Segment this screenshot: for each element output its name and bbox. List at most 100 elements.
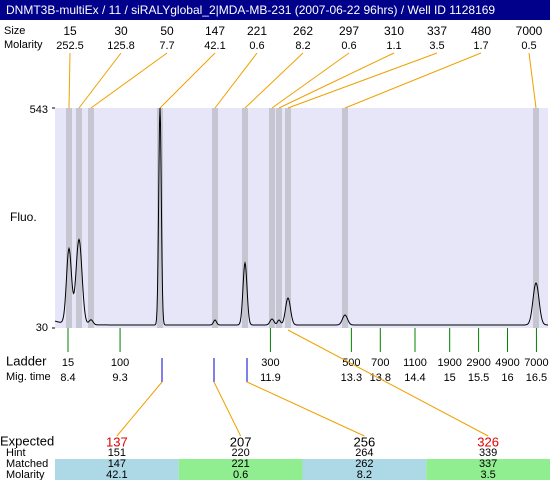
row-label: Mig. time (6, 371, 51, 383)
peak-connector (278, 52, 395, 109)
table-cell (178, 459, 303, 480)
match-connector (246, 381, 365, 437)
mig-time: 11.9 (260, 372, 281, 384)
ladder-size: 7000 (524, 357, 548, 369)
peak-size: 15 (63, 24, 77, 38)
y-tick-label: 30 (36, 322, 48, 334)
mig-time: 9.3 (112, 372, 127, 384)
peak-molarity: 3.5 (429, 40, 444, 52)
peak-size: 310 (384, 24, 404, 38)
peak-band (66, 108, 72, 328)
table-cell (426, 459, 550, 480)
ladder-size: 700 (371, 357, 389, 369)
mig-time: 16 (501, 372, 513, 384)
title-bar (0, 0, 550, 20)
peak-connector (68, 52, 71, 109)
match-connector (213, 381, 242, 437)
peak-connector (244, 52, 304, 109)
match-connector (116, 381, 163, 437)
peak-band (285, 108, 291, 328)
row-label: Expected (0, 433, 54, 448)
match-connector (287, 329, 489, 437)
hint: 151 (108, 447, 126, 459)
table-cell (55, 459, 179, 480)
peak-connector (344, 52, 482, 109)
peak-band (76, 108, 82, 328)
peak-connector (271, 52, 350, 109)
plot-area (55, 108, 548, 328)
ladder-size: 1900 (437, 357, 461, 369)
peak-molarity: 252.5 (56, 40, 84, 52)
ladder-size: 1100 (403, 357, 427, 369)
y-axis-label: Fluo. (10, 210, 37, 224)
peak-connector (214, 52, 258, 109)
mig-time: 16.5 (526, 372, 547, 384)
mig-time: 15 (444, 372, 456, 384)
peak-size: 30 (114, 24, 128, 38)
molarity: 0.6 (233, 469, 248, 480)
ladder-size: 100 (111, 357, 129, 369)
peak-band (88, 108, 94, 328)
peak-connector (90, 52, 168, 109)
expected: 326 (477, 434, 499, 449)
peak-size: 7000 (516, 24, 543, 38)
mig-time: 14.4 (404, 372, 425, 384)
peak-size: 262 (293, 24, 313, 38)
peak-molarity: 0.6 (341, 40, 356, 52)
peak-size: 337 (427, 24, 447, 38)
peak-molarity: 1.7 (473, 40, 488, 52)
y-tick-label: 543 (30, 104, 48, 116)
peak-connector (287, 52, 438, 109)
peak-band (212, 108, 218, 328)
peak-band (276, 108, 282, 328)
ladder-size: 15 (62, 357, 74, 369)
peak-size: 297 (339, 24, 359, 38)
ladder-size: 4900 (495, 357, 519, 369)
peak-connector (528, 52, 537, 109)
expected: 256 (354, 434, 376, 449)
peak-molarity: 1.1 (386, 40, 401, 52)
molarity: 42.1 (106, 469, 127, 480)
ladder-size: 2900 (466, 357, 490, 369)
peak-connector (159, 52, 216, 109)
row-label: Ladder (6, 353, 47, 368)
peak-molarity: 42.1 (204, 40, 225, 52)
peak-size: 50 (160, 24, 174, 38)
row-label: Molarity (6, 469, 45, 480)
peak-band (533, 108, 539, 328)
peak-band (342, 108, 348, 328)
mig-time: 15.5 (468, 372, 489, 384)
expected: 137 (106, 434, 128, 449)
molarity: 8.2 (357, 469, 372, 480)
row-label: Size (4, 25, 25, 37)
row-label: Matched (6, 458, 48, 470)
hint: 264 (355, 447, 373, 459)
peak-size: 480 (471, 24, 491, 38)
matched: 221 (231, 458, 249, 470)
mig-time: 13.8 (370, 372, 391, 384)
hint: 339 (479, 447, 497, 459)
peak-band (269, 108, 275, 328)
mig-time: 13.3 (341, 372, 362, 384)
peak-molarity: 7.7 (159, 40, 174, 52)
peak-band (157, 108, 163, 328)
row-label: Hint (6, 447, 26, 459)
expected: 207 (230, 434, 252, 449)
peak-size: 147 (205, 24, 225, 38)
matched: 337 (479, 458, 497, 470)
table-cell (302, 459, 427, 480)
peak-size: 221 (247, 24, 267, 38)
title: DNMT3B-multiEx / 11 / siRALYglobal_2|MDA… (6, 3, 495, 17)
matched: 262 (355, 458, 373, 470)
mig-time: 8.4 (60, 372, 75, 384)
trace (54, 107, 548, 326)
row-label: Molarity (4, 39, 43, 51)
ladder-size: 300 (261, 357, 279, 369)
peak-connector (78, 52, 122, 109)
peak-molarity: 0.6 (249, 40, 264, 52)
matched: 147 (108, 458, 126, 470)
peak-band (242, 108, 248, 328)
peak-molarity: 8.2 (295, 40, 310, 52)
peak-molarity: 0.5 (521, 40, 536, 52)
